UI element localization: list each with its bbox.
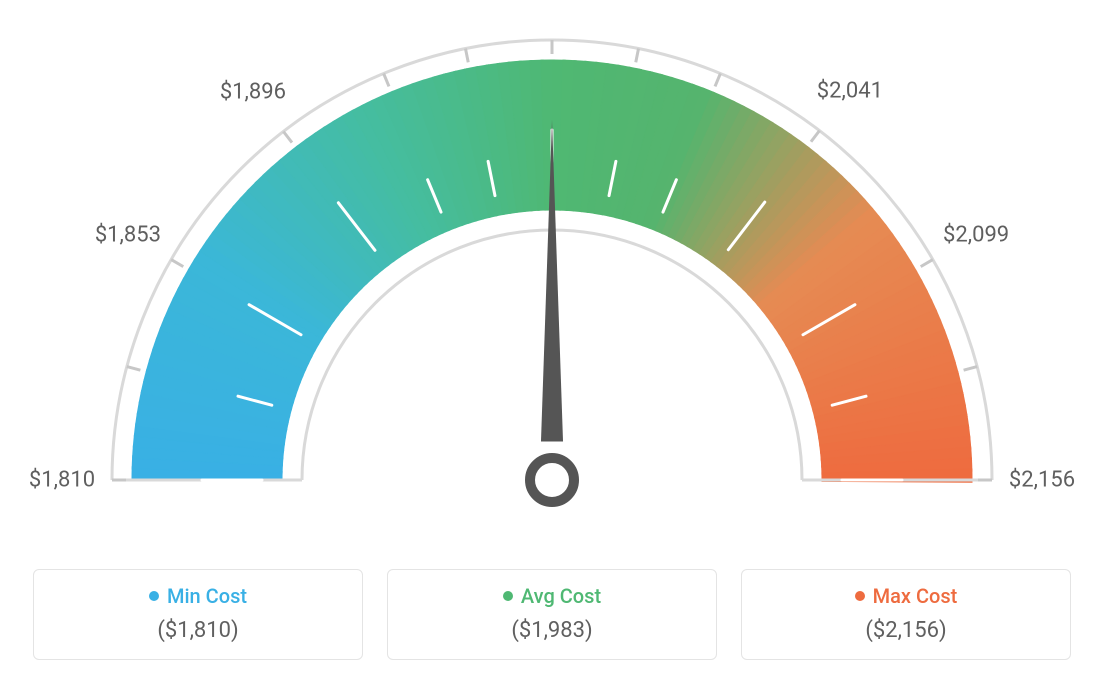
legend-title-avg: Avg Cost	[521, 584, 601, 608]
legend-dot-min	[149, 591, 159, 601]
gauge-tick-label: $1,983	[519, 0, 585, 3]
legend-value-min: ($1,810)	[34, 618, 362, 643]
gauge-svg	[0, 0, 1104, 560]
gauge-tick-label: $2,156	[1009, 468, 1075, 493]
gauge-tick-label: $1,896	[220, 79, 286, 104]
legend-card-avg: Avg Cost ($1,983)	[387, 569, 717, 660]
legend-card-min: Min Cost ($1,810)	[33, 569, 363, 660]
legend-value-avg: ($1,983)	[388, 618, 716, 643]
cost-gauge-chart: $1,810 $1,853 $1,896 $1,983 $2,041 $2,099 $2,1…	[0, 0, 1104, 560]
legend-title-min: Min Cost	[167, 584, 247, 608]
gauge-tick-label: $2,099	[943, 222, 1009, 247]
legend-dot-max	[855, 591, 865, 601]
gauge-tick-label: $2,041	[817, 78, 883, 103]
gauge-tick-label: $1,853	[95, 222, 161, 247]
legend-value-max: ($2,156)	[742, 618, 1070, 643]
legend-title-max: Max Cost	[873, 584, 958, 608]
legend-dot-avg	[503, 591, 513, 601]
gauge-tick-label: $1,810	[29, 468, 95, 493]
legend-row: Min Cost ($1,810) Avg Cost ($1,983) Max …	[0, 569, 1104, 660]
legend-card-max: Max Cost ($2,156)	[741, 569, 1071, 660]
